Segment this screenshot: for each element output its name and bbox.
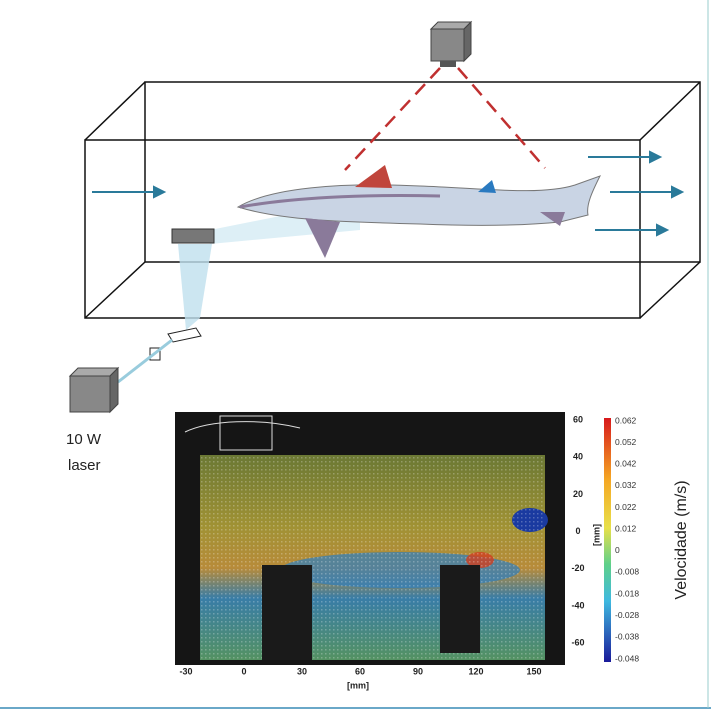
colorbar-tick-label: -0.038 [615,632,639,642]
colorbar [604,418,611,662]
colorbar-tick-label: 0.012 [615,523,637,533]
camera [431,22,471,67]
colorbar-tick-label: 0 [615,545,620,555]
colorbar-tick-label: 0.042 [615,459,637,469]
x-tick-label: 150 [526,666,541,676]
y-tick-label: -20 [571,563,584,573]
colorbar-tick-label: -0.018 [615,588,639,598]
x-tick-label: 0 [241,666,246,676]
piv-image [175,412,565,665]
colorbar-tick-label: 0.062 [615,415,637,425]
colorbar-tick-label: 0.032 [615,480,637,490]
x-tick-label: 90 [413,666,423,676]
x-tick-label: 30 [297,666,307,676]
laser-label: laser [68,457,101,474]
colorbar-tick-label: -0.008 [615,567,639,577]
colorbar-tick-label: -0.028 [615,610,639,620]
mirror [172,229,214,243]
x-tick-label: -30 [179,666,192,676]
colorbar-tick-label: 0.022 [615,502,637,512]
y-tick-label: -60 [571,638,584,648]
colorbar-label: Velocidade (m/s) [673,480,690,599]
y-axis-label: [mm] [591,524,601,546]
colorbar-tick-label: -0.048 [615,653,639,663]
y-tick-label: 40 [573,452,583,462]
x-tick-label: 120 [468,666,483,676]
y-tick-label: 20 [573,489,583,499]
x-tick-label: 60 [355,666,365,676]
laser-label: 10 W [66,431,102,448]
figure: 10 W laser -30 0 30 60 90 120 150 60 40 20 0 -20 -40… [0,0,711,713]
colorbar-tick-label: 0.052 [615,437,637,447]
laser [70,368,118,412]
x-axis-label: [mm] [347,680,369,690]
y-tick-label: 0 [575,526,580,536]
y-tick-label: -40 [571,600,584,610]
y-tick-label: 60 [573,414,583,424]
